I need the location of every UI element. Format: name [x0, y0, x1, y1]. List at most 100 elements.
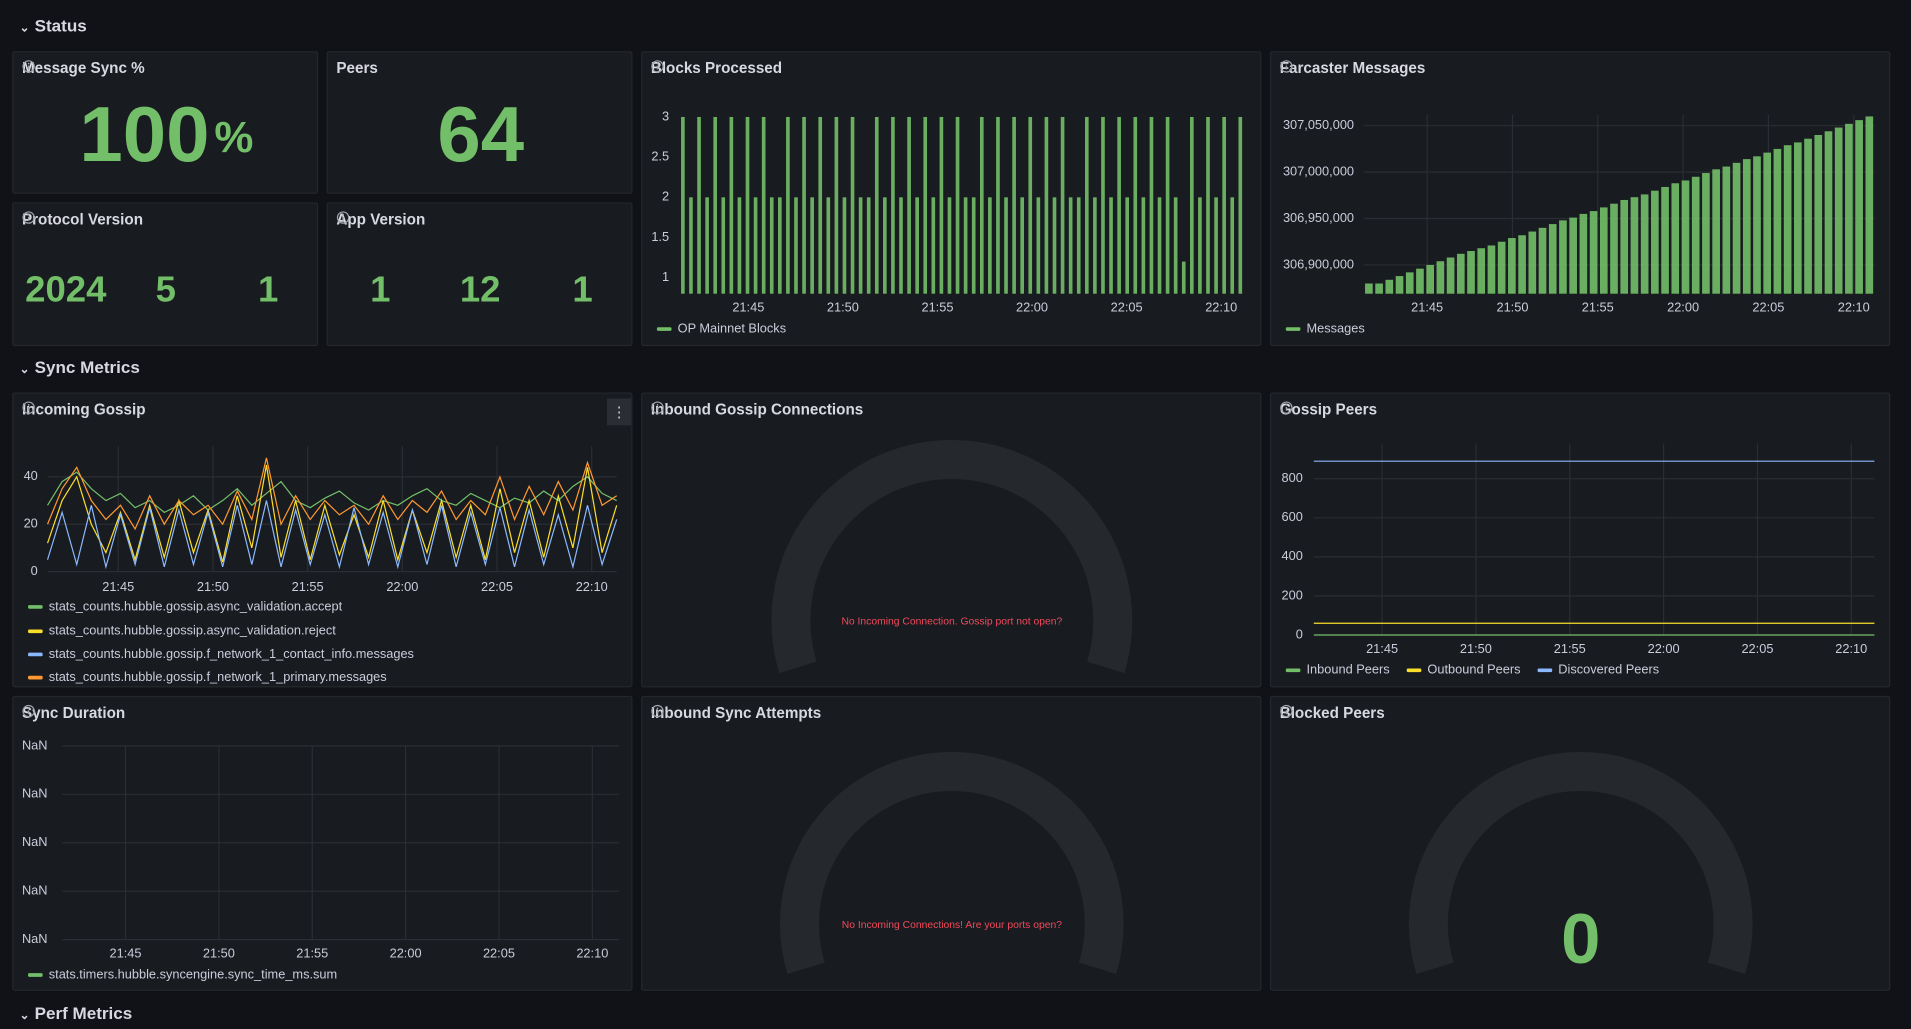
bar: [786, 116, 790, 294]
panel-canvas: 0: [1408, 751, 1753, 978]
bar: [1834, 127, 1843, 294]
x-tick-label: 22:05: [1752, 300, 1784, 315]
stat-number: 12: [460, 268, 501, 309]
legend-label: Inbound Peers: [1307, 662, 1390, 677]
x-tick-label: 22:10: [576, 579, 608, 594]
panel: 1 12 1 App Version: [326, 202, 633, 347]
x-tick-label: 21:50: [203, 946, 235, 961]
panel-header: Farcaster Messages: [1280, 60, 1426, 77]
info-circle: [1280, 60, 1293, 73]
legend-swatch: [1285, 327, 1301, 331]
bar: [1528, 231, 1537, 294]
bar: [1712, 169, 1720, 294]
gauge-track: [1408, 751, 1753, 975]
bar: [996, 116, 1000, 294]
bar: [1783, 145, 1792, 294]
x-tick-label: 22:00: [1667, 300, 1699, 315]
x-tick-label: 21:55: [292, 579, 324, 594]
panel-canvas: 0 200 400 600 800 21:45 21:50 21:55 22:00 22:05 22…: [1282, 443, 1875, 677]
panel: 1 1.5 2 2.5 3 21:45 21:50 21:55 22:00 22:05 22:10 O…: [641, 51, 1262, 347]
bar: [866, 197, 871, 294]
info-dot: [656, 707, 659, 710]
panel-canvas: 0 20 40 21:45 21:50 21:55 22:00 22:05 22:10 stats…: [24, 446, 618, 684]
stat-value: 1: [572, 268, 592, 309]
info-circle: [336, 211, 350, 224]
bar: [761, 116, 766, 294]
panel: 100% Message Sync %: [12, 51, 319, 194]
bar: [1579, 213, 1588, 294]
panel-canvas: 100%: [79, 90, 253, 178]
x-tick-label: 22:00: [390, 946, 422, 961]
legend-label: Discovered Peers: [1558, 662, 1659, 677]
section-title: Perf Metrics: [34, 1003, 133, 1023]
x-tick-label: 21:55: [1582, 300, 1614, 315]
bar: [1599, 207, 1608, 294]
bar: [1238, 116, 1243, 294]
stat-number: 5: [156, 268, 176, 309]
bar: [1198, 197, 1202, 294]
y-tick-label: NaN: [22, 931, 48, 946]
bar: [1518, 235, 1526, 294]
panel-title: Inbound Gossip Connections: [650, 400, 864, 419]
stat-number: 64: [437, 90, 524, 178]
info-icon: [651, 60, 664, 73]
bar: [834, 116, 839, 294]
section-header[interactable]: ⌄ Perf Metrics: [20, 1003, 133, 1023]
panel-canvas: NaN NaN NaN NaN NaN 21:45 21:50 21:55 22:00 22:05…: [22, 737, 620, 981]
panel: No Incoming Connection. Gossip port not …: [641, 392, 1262, 688]
x-tick-label: 22:05: [481, 579, 513, 594]
x-tick-label: 22:10: [1205, 300, 1237, 315]
bar: [1109, 197, 1113, 294]
bar: [826, 197, 831, 294]
bar: [988, 197, 992, 294]
info-dot: [27, 404, 30, 406]
stat-value: 2024: [25, 268, 107, 309]
panel-title: Inbound Sync Attempts: [650, 704, 822, 722]
info-icon: [22, 401, 35, 414]
section-header[interactable]: ⌄ Sync Metrics: [20, 357, 140, 377]
panel: 64 Peers: [326, 51, 633, 194]
panel-canvas: 1 1.5 2 2.5 3 21:45 21:50 21:55 22:00 22:05 22:10 O…: [651, 108, 1243, 335]
y-tick-label: 40: [24, 468, 38, 483]
bar: [1385, 279, 1394, 294]
y-tick-label: 2: [662, 189, 669, 204]
bar: [1426, 264, 1434, 294]
bar: [737, 197, 742, 294]
bar: [1020, 197, 1025, 294]
info-circle: [22, 211, 35, 224]
bar: [1477, 248, 1486, 294]
info-icon: [22, 60, 35, 73]
stat-value: 64: [437, 90, 524, 178]
legend-label: stats.timers.hubble.syncengine.sync_time…: [49, 966, 337, 981]
bar: [769, 197, 774, 294]
section-title: Status: [34, 15, 87, 36]
bar: [1569, 217, 1577, 294]
x-tick-label: 22:10: [1835, 641, 1867, 656]
stat-value: 12: [460, 268, 501, 309]
stat-value: 100%: [79, 90, 253, 178]
info-icon: [1280, 401, 1293, 414]
bar: [1610, 203, 1618, 294]
legend-label: OP Mainnet Blocks: [678, 320, 786, 335]
bar: [697, 116, 701, 294]
bar: [1141, 197, 1146, 294]
panel-menu[interactable]: ⋮: [606, 398, 632, 426]
section-header[interactable]: ⌄ Status: [20, 16, 87, 36]
info-dot: [27, 213, 30, 216]
info-circle: [22, 60, 35, 73]
bar: [1702, 173, 1710, 294]
y-tick-label: 1: [662, 269, 669, 284]
panel-canvas: 1 12 1: [370, 268, 593, 309]
bar: [1004, 197, 1008, 294]
x-tick-label: 21:50: [1496, 300, 1528, 315]
bar: [1773, 148, 1782, 294]
bar: [891, 116, 895, 294]
bar: [689, 197, 693, 294]
panel-header: App Version: [336, 211, 425, 228]
bar: [1230, 197, 1235, 294]
info-icon: [336, 211, 350, 224]
section-title: Sync Metrics: [34, 357, 140, 377]
x-tick-label: 21:45: [1366, 641, 1398, 656]
stat-value: 5: [156, 268, 176, 309]
